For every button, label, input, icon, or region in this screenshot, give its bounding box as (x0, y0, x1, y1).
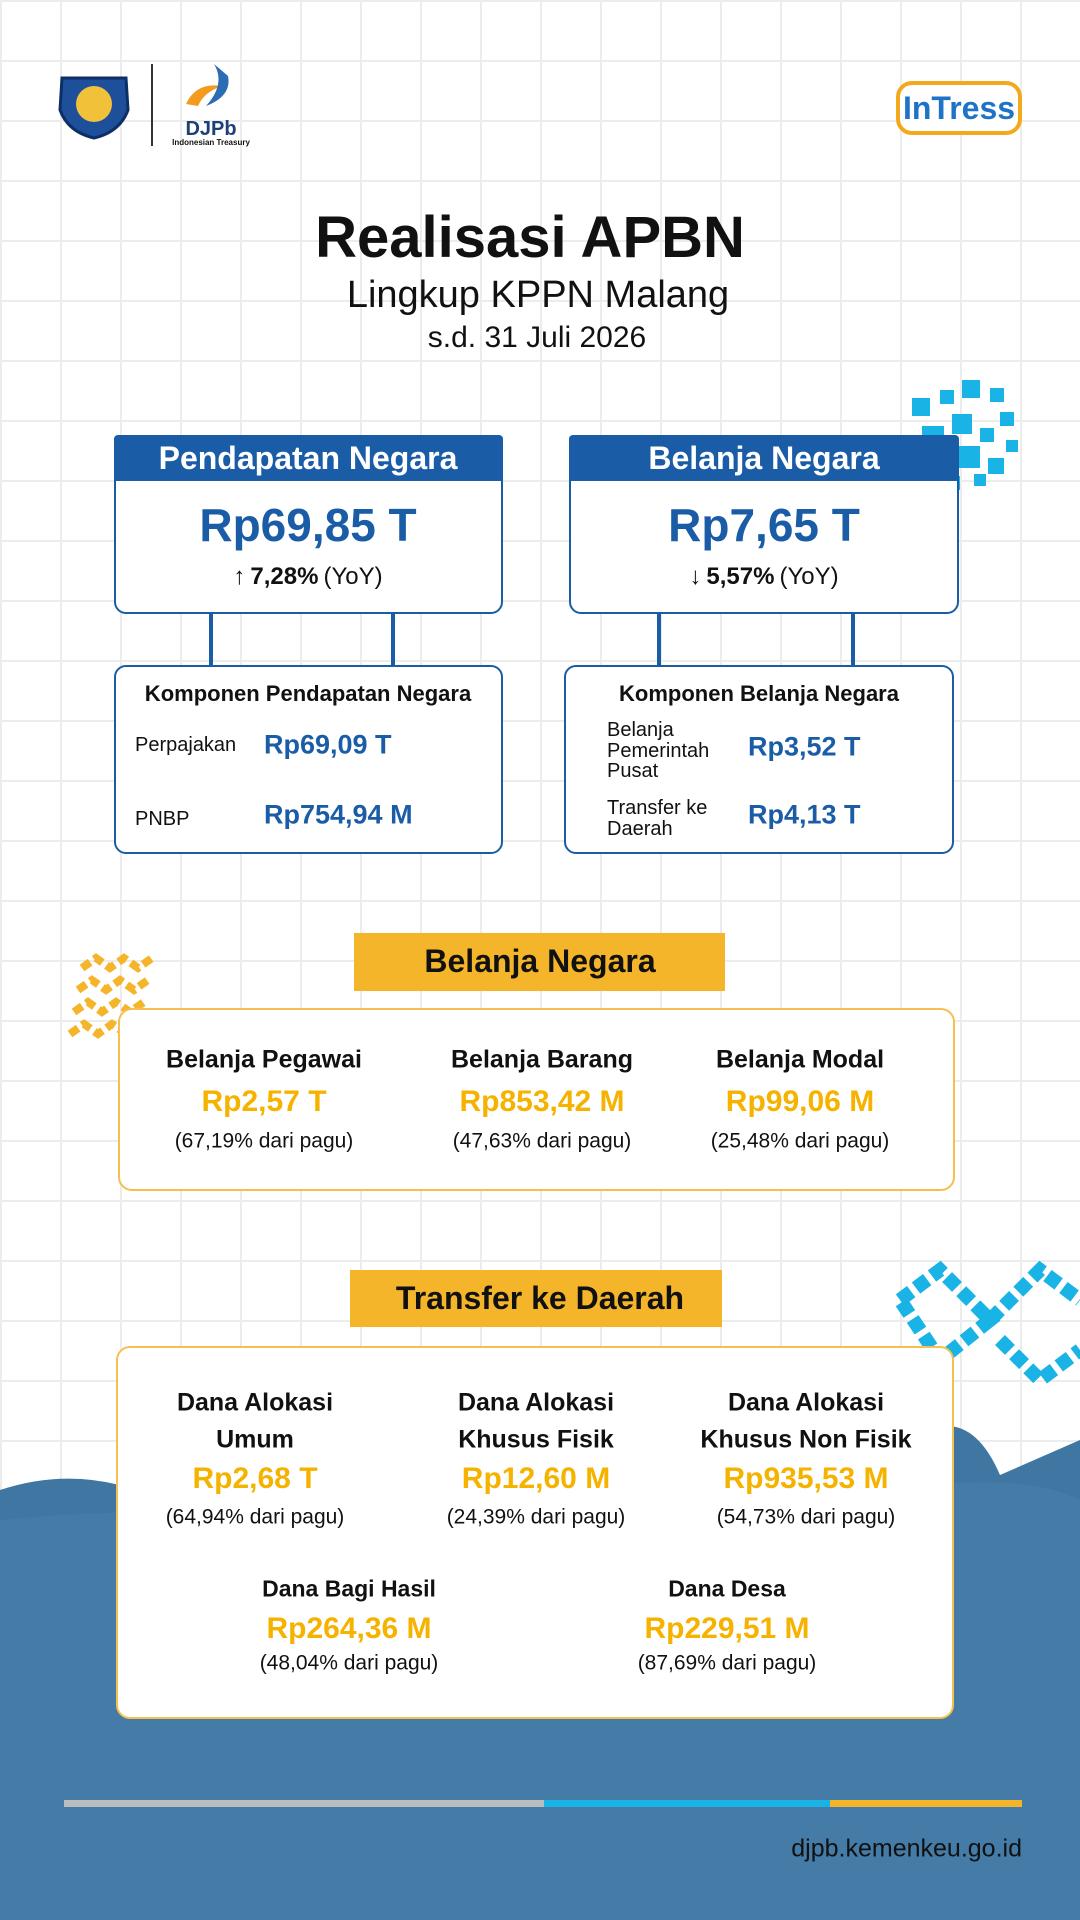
section-box (118, 1008, 955, 1191)
section-title: Transfer ke Daerah (395, 1280, 685, 1316)
logo-text: DJPb (185, 118, 237, 140)
change-period: (YoY) (779, 563, 839, 590)
component-title: Komponen Belanja Negara (619, 681, 899, 706)
item-value: Rp229,51 M (644, 1612, 810, 1645)
item-name: Dana Alokasi (457, 1388, 615, 1417)
summary-label: Pendapatan Negara (158, 440, 458, 476)
summary-change: ↑ 7,28% (YoY) (233, 565, 382, 589)
item-value: Rp264,36 M (266, 1612, 432, 1645)
summary-header (114, 435, 503, 481)
item-note: (48,04% dari pagu) (259, 1651, 439, 1675)
item-name: Belanja Barang (450, 1045, 634, 1074)
item-value: Rp853,42 M (459, 1085, 625, 1118)
change-period: (YoY) (323, 563, 383, 590)
item-note: (67,19% dari pagu) (174, 1129, 354, 1153)
component-value: Rp754,94 M (264, 799, 413, 830)
subtitle: Lingkup KPPN Malang (346, 274, 730, 316)
date: s.d. 31 Juli 2026 (427, 321, 647, 354)
component-box (564, 665, 954, 854)
section-banner (354, 933, 725, 991)
brand-logo: InTress (902, 90, 1016, 126)
footer-url: djpb.kemenkeu.go.id (791, 1834, 1022, 1863)
component-label: Daerah (607, 818, 673, 840)
change-arrow: ↑ (233, 563, 246, 590)
summary-change: ↓ 5,57% (YoY) (689, 565, 838, 589)
component-label: Transfer ke (607, 797, 708, 819)
change-change: 5,57% (706, 563, 775, 590)
item-name: Belanja Pegawai (166, 1045, 362, 1074)
component-value: Rp3,52 T (748, 731, 861, 762)
component-label: PNBP (135, 808, 190, 830)
component-label: Perpajakan (135, 734, 237, 756)
change-arrow: ↓ (689, 563, 702, 590)
section-title: Belanja Negara (424, 943, 656, 979)
item-note: (54,73% dari pagu) (716, 1505, 896, 1529)
component-label: Pemerintah (607, 740, 710, 762)
item-note: (25,48% dari pagu) (710, 1129, 890, 1153)
item-name: Dana Desa (668, 1575, 786, 1602)
item-note: (87,69% dari pagu) (637, 1651, 817, 1675)
summary-value: Rp7,65 T (668, 499, 860, 551)
item-value: Rp12,60 M (461, 1462, 611, 1495)
item-value: Rp2,57 T (201, 1085, 327, 1118)
logo-subtext: Indonesian Treasury (172, 138, 250, 147)
item-name: Khusus Non Fisik (700, 1425, 912, 1454)
item-name: Dana Bagi Hasil (262, 1575, 436, 1602)
component-value: Rp4,13 T (748, 799, 861, 830)
section-banner (350, 1270, 722, 1327)
item-value: Rp935,53 M (723, 1462, 889, 1495)
component-label: Belanja (607, 719, 674, 741)
item-value: Rp99,06 M (725, 1085, 875, 1118)
item-note: (24,39% dari pagu) (446, 1505, 626, 1529)
change-change: 7,28% (250, 563, 319, 590)
summary-header (569, 435, 959, 481)
item-name: Belanja Modal (715, 1045, 885, 1074)
summary-box (114, 481, 503, 614)
component-value: Rp69,09 T (264, 729, 392, 760)
component-title: Komponen Pendapatan Negara (144, 681, 472, 706)
component-box (114, 665, 503, 854)
item-note: (64,94% dari pagu) (165, 1505, 345, 1529)
item-name: Umum (216, 1425, 294, 1454)
section-box (116, 1346, 954, 1719)
title: Realisasi APBN (315, 205, 745, 270)
item-note: (47,63% dari pagu) (452, 1129, 632, 1153)
summary-value: Rp69,85 T (199, 499, 417, 551)
item-name: Dana Alokasi (727, 1388, 885, 1417)
summary-label: Belanja Negara (648, 440, 880, 476)
item-name: Dana Alokasi (176, 1388, 334, 1417)
summary-box (569, 481, 959, 614)
item-value: Rp2,68 T (192, 1462, 318, 1495)
item-name: Khusus Fisik (458, 1425, 614, 1454)
component-label: Pusat (607, 760, 659, 782)
